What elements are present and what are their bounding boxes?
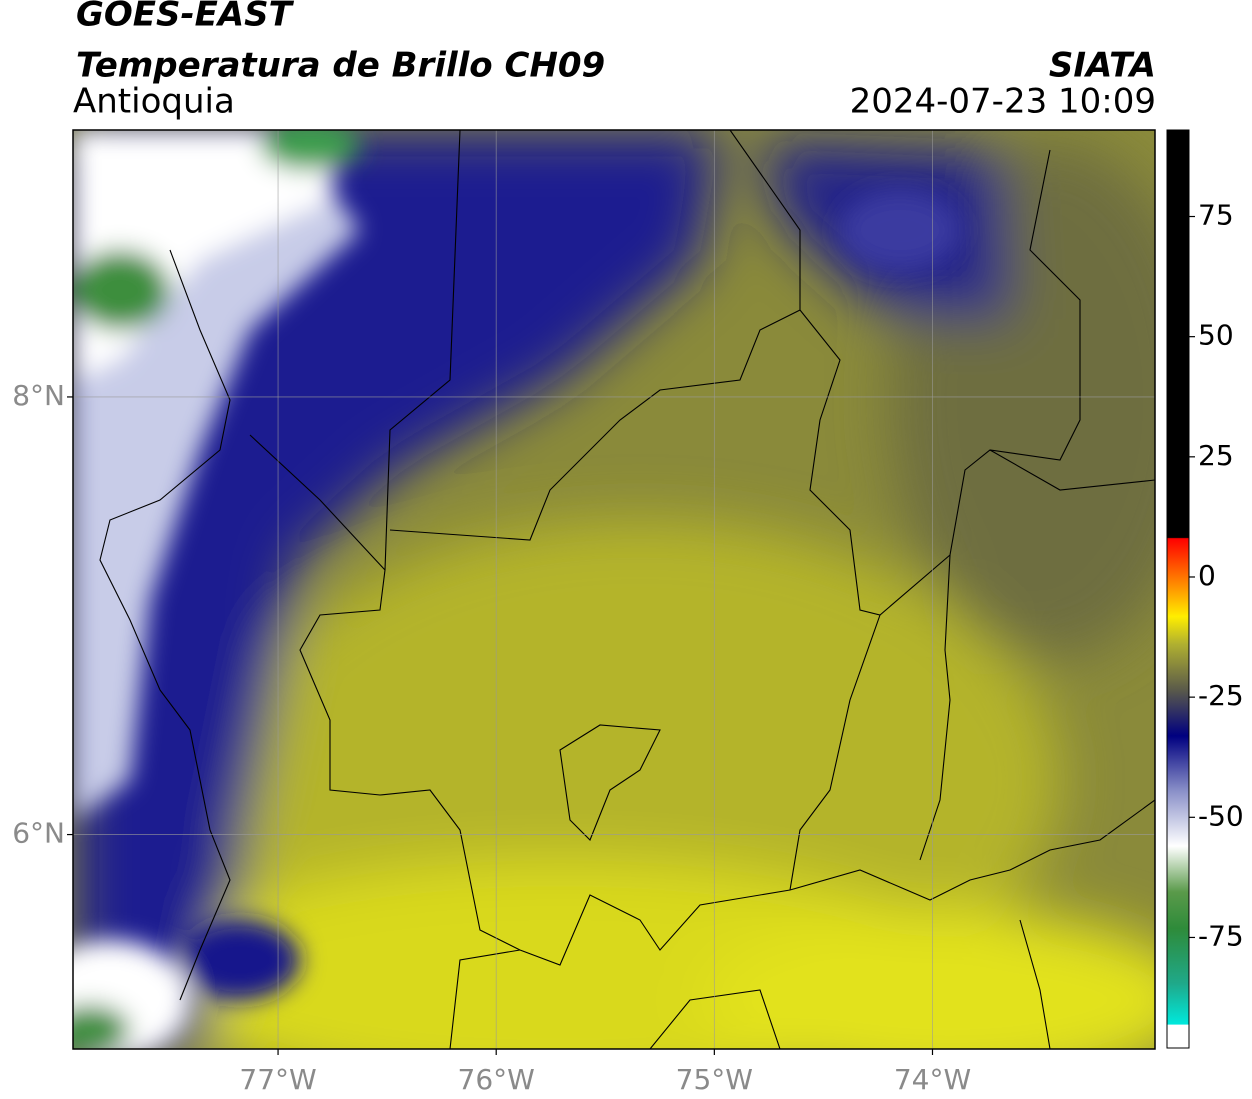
lon-tick-label: 74°W [894, 1063, 971, 1096]
map-frame [72, 129, 1156, 1050]
timestamp: 2024-07-23 10:09 [850, 82, 1156, 122]
colorbar-tick-label: -75 [1198, 919, 1244, 952]
region: Antioquia [73, 82, 235, 122]
lat-tick-label: 8°N [12, 379, 65, 412]
graticule: 77°W 76°W 75°W 74°W 8°N 6°N [12, 130, 1155, 1096]
colorbar-tick-label: -25 [1198, 679, 1244, 712]
colorbar-tick-label: 25 [1198, 439, 1234, 472]
lon-tick-label: 76°W [458, 1063, 535, 1096]
satellite-image [73, 130, 1155, 1049]
colorbar-ticks: 75 50 25 0 -25 -50 -75 [1189, 199, 1244, 952]
lat-tick-label: 6°N [12, 817, 65, 850]
title: GOES-EAST [76, 0, 295, 35]
colorbar-tick-label: 75 [1198, 199, 1234, 232]
lon-tick-label: 75°W [676, 1063, 753, 1096]
colorbar [1166, 129, 1190, 1049]
lon-tick-label: 77°W [239, 1063, 316, 1096]
source: SIATA [1049, 46, 1156, 86]
subtitle: Temperatura de Brillo CH09 [76, 46, 605, 86]
colorbar-tick-label: 50 [1198, 319, 1234, 352]
colorbar-tick-label: -50 [1198, 799, 1244, 832]
colorbar-tick-label: 0 [1198, 559, 1216, 592]
